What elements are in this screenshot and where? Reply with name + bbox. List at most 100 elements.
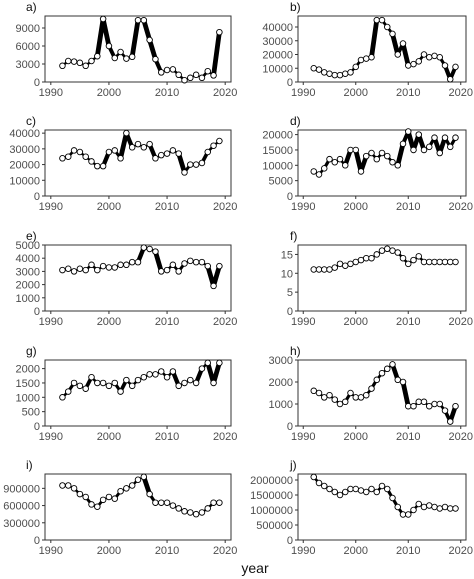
data-point [140,244,148,251]
data-point [436,505,444,512]
data-point [378,149,386,157]
data-point [394,51,402,58]
data-point [420,503,428,511]
data-point [431,134,438,141]
data-point [426,143,433,151]
data-point [192,71,200,79]
y-tick-label: 500000 [256,520,293,532]
x-tick-label: 2020 [449,201,473,213]
data-point [181,76,188,84]
data-point [175,382,182,390]
data-point [336,491,344,499]
data-point [378,369,386,377]
data-point [426,54,433,61]
data-point [163,150,171,157]
data-point [123,261,130,269]
data-point [384,245,391,253]
data-point [399,40,407,47]
data-point [169,147,177,154]
data-point [389,361,396,368]
data-point [384,23,391,31]
data-point [82,493,89,501]
data-point [389,247,396,254]
data-point [70,147,78,154]
data-point [70,58,78,65]
data-point [315,479,323,487]
x-tick-label: 2000 [344,87,368,99]
data-point [152,155,159,162]
data-point [111,495,118,502]
data-point [336,155,344,163]
series-segment [390,31,401,57]
y-tick-label: 1000000 [250,505,293,517]
data-point [88,501,95,508]
data-point [394,162,402,169]
series-segment [176,151,187,175]
data-point [373,16,381,24]
panel-label: j) [289,458,297,472]
x-tick-label: 2010 [396,431,420,443]
panel-label: d) [290,114,301,128]
x-tick-label: 1990 [291,87,315,99]
data-point [105,42,113,50]
data-point [415,398,423,406]
data-point [321,165,328,172]
data-point [117,388,124,395]
panel-a: a) 0 3000 6000 9000 1990 2000 2010 2020 [16,0,238,99]
data-point [431,52,438,60]
data-point [352,63,360,71]
data-point [204,262,211,270]
data-point [128,144,136,151]
data-point [315,171,323,178]
data-point [70,485,78,492]
y-tick-label: 1500000 [250,490,293,502]
data-point [157,368,165,375]
data-point [99,162,107,170]
data-point [410,146,417,154]
x-tick-label: 2020 [213,545,237,557]
x-tick-label: 2000 [344,316,368,328]
data-point [134,258,142,266]
data-point [187,376,194,384]
data-point [117,48,124,56]
data-point [59,482,66,489]
data-point [352,258,360,266]
y-tick-label: 500 [22,407,40,419]
data-point [198,159,206,167]
data-point [175,71,182,79]
data-point [111,54,118,62]
y-tick-label: 20000 [262,130,293,142]
data-point [216,28,223,36]
y-tick-label: 40000 [9,128,40,140]
data-point [426,402,433,410]
data-point [326,155,333,163]
data-point [447,505,454,512]
plot-frame [44,359,232,427]
data-point [415,253,423,260]
data-point [342,70,349,77]
x-tick-label: 2000 [344,431,368,443]
panel-label: e) [26,229,37,243]
data-point [128,258,136,266]
data-point [64,265,72,273]
x-tick-label: 2000 [97,201,121,213]
data-point [198,74,206,82]
data-point [216,262,223,270]
data-point [88,57,95,65]
data-point [405,260,412,268]
data-point [216,137,223,145]
data-point [117,487,124,495]
series-segment [395,141,406,168]
data-point [436,258,444,266]
data-point [336,400,344,408]
panel-d: d) 0 5000 10000 15000 20000 1990 2000 2010 2020 [262,114,473,213]
data-point [357,168,365,175]
data-point [347,146,354,154]
x-tick-label: 2010 [155,431,179,443]
data-point [163,499,171,506]
data-point [64,153,72,160]
data-point [70,268,78,275]
series-segment [141,17,153,43]
y-tick-label: 30000 [262,36,293,48]
